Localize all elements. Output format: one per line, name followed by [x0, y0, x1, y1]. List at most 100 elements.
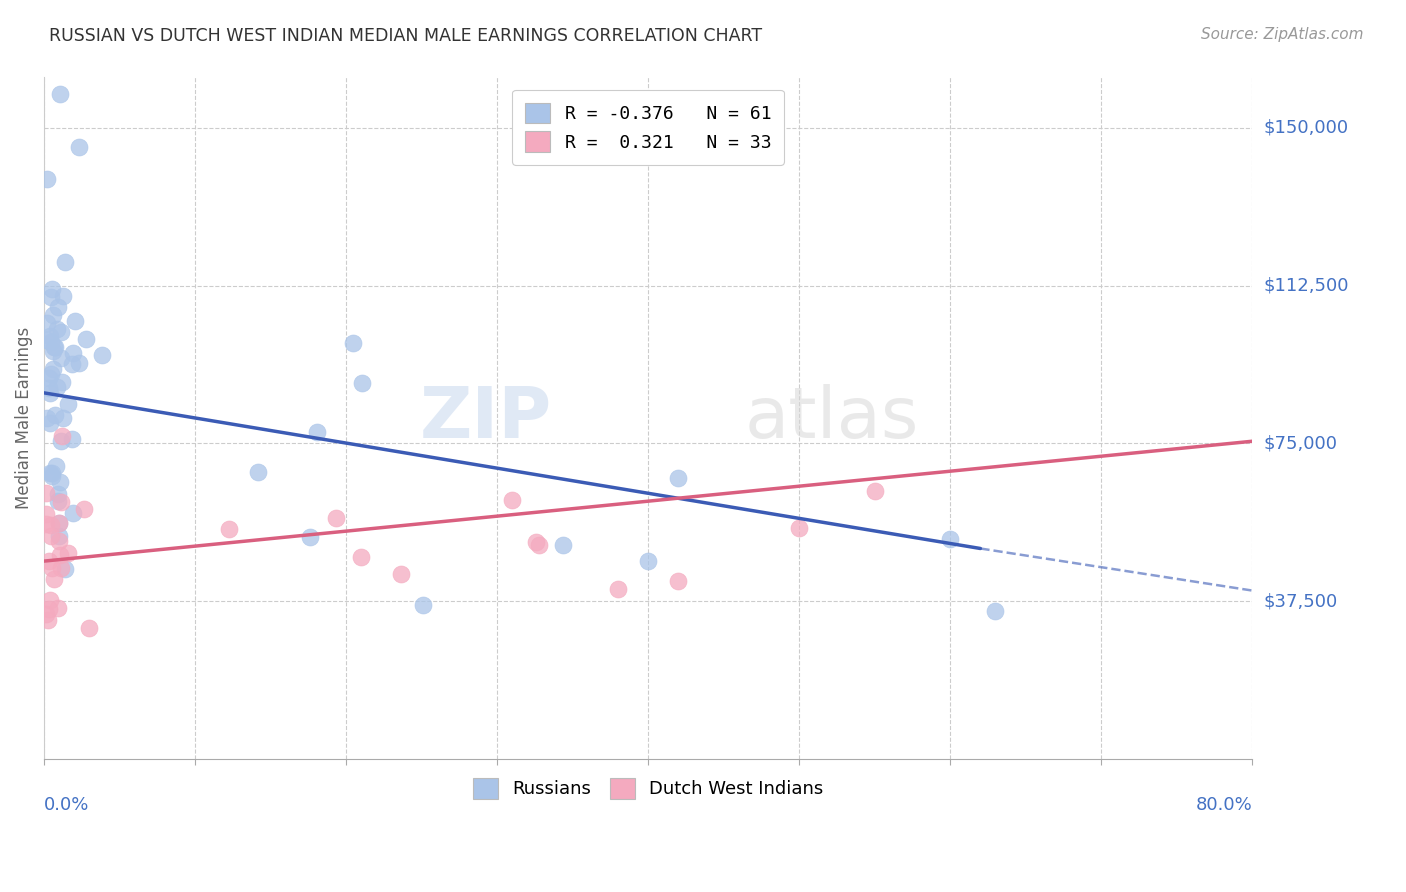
Point: [72, 502, 94, 516]
Point: [51, 351, 73, 365]
Y-axis label: Median Male Earnings: Median Male Earnings: [15, 327, 32, 509]
Point: [51, 429, 73, 443]
Point: [45, 380, 67, 394]
Point: [46, 300, 69, 314]
Point: [607, 582, 630, 597]
Point: [44, 340, 66, 354]
Point: [41, 343, 63, 358]
Point: [637, 554, 659, 568]
Point: [38, 602, 60, 616]
Point: [299, 530, 322, 544]
Point: [62, 432, 84, 446]
Text: ZIP: ZIP: [419, 384, 551, 452]
Point: [44, 340, 66, 354]
Point: [389, 567, 412, 582]
Point: [349, 550, 371, 565]
Point: [67, 356, 90, 370]
Point: [51, 375, 73, 389]
Point: [38, 466, 60, 480]
Point: [39, 335, 62, 350]
Point: [342, 336, 364, 351]
Point: [863, 484, 886, 499]
Point: [49, 561, 72, 575]
Point: [39, 529, 62, 543]
Point: [48, 516, 70, 530]
Point: [39, 416, 62, 430]
Point: [218, 522, 240, 536]
Point: [37, 613, 59, 627]
Point: [62, 346, 84, 360]
Point: [46, 322, 69, 336]
Point: [41, 469, 63, 483]
Point: [46, 487, 69, 501]
Point: [35, 607, 58, 621]
Text: $112,500: $112,500: [1264, 277, 1348, 294]
Point: [501, 493, 523, 508]
Point: [35, 485, 58, 500]
Point: [307, 425, 329, 440]
Point: [41, 282, 63, 296]
Point: [42, 361, 65, 376]
Text: 80.0%: 80.0%: [1195, 797, 1253, 814]
Point: [35, 172, 58, 186]
Point: [41, 466, 63, 480]
Point: [39, 289, 62, 303]
Point: [527, 538, 550, 552]
Point: [246, 465, 269, 479]
Point: [44, 409, 66, 423]
Point: [60, 358, 83, 372]
Point: [35, 316, 58, 330]
Point: [52, 411, 75, 425]
Point: [984, 604, 1007, 618]
Point: [45, 459, 67, 474]
Point: [939, 533, 962, 547]
Point: [666, 574, 689, 588]
Point: [41, 368, 63, 382]
Point: [79, 621, 101, 635]
Point: [38, 329, 60, 343]
Point: [350, 376, 373, 390]
Point: [553, 538, 575, 552]
Point: [46, 601, 69, 615]
Point: [325, 510, 347, 524]
Point: [41, 308, 63, 322]
Point: [53, 255, 76, 269]
Legend: Russians, Dutch West Indians: Russians, Dutch West Indians: [464, 769, 832, 807]
Point: [38, 381, 60, 395]
Point: [63, 314, 86, 328]
Text: atlas: atlas: [745, 384, 920, 452]
Point: [48, 87, 70, 102]
Point: [49, 434, 72, 448]
Point: [38, 593, 60, 607]
Point: [38, 385, 60, 400]
Point: [41, 561, 63, 575]
Point: [49, 548, 72, 562]
Point: [56, 546, 79, 560]
Point: [34, 508, 56, 522]
Point: [53, 562, 76, 576]
Point: [62, 506, 84, 520]
Point: [48, 533, 70, 548]
Point: [90, 348, 112, 362]
Point: [38, 554, 60, 568]
Text: 0.0%: 0.0%: [44, 797, 90, 814]
Point: [58, 396, 80, 410]
Point: [666, 471, 689, 485]
Point: [42, 572, 65, 586]
Point: [38, 370, 60, 384]
Point: [49, 475, 72, 490]
Point: [67, 140, 90, 154]
Point: [48, 516, 70, 530]
Text: $150,000: $150,000: [1264, 119, 1348, 136]
Point: [51, 325, 73, 339]
Point: [35, 517, 58, 532]
Point: [75, 333, 97, 347]
Point: [412, 598, 434, 612]
Point: [524, 535, 547, 549]
Point: [787, 521, 810, 535]
Point: [35, 334, 58, 348]
Text: $75,000: $75,000: [1264, 434, 1337, 452]
Point: [35, 410, 58, 425]
Text: $37,500: $37,500: [1264, 592, 1337, 610]
Point: [46, 494, 69, 508]
